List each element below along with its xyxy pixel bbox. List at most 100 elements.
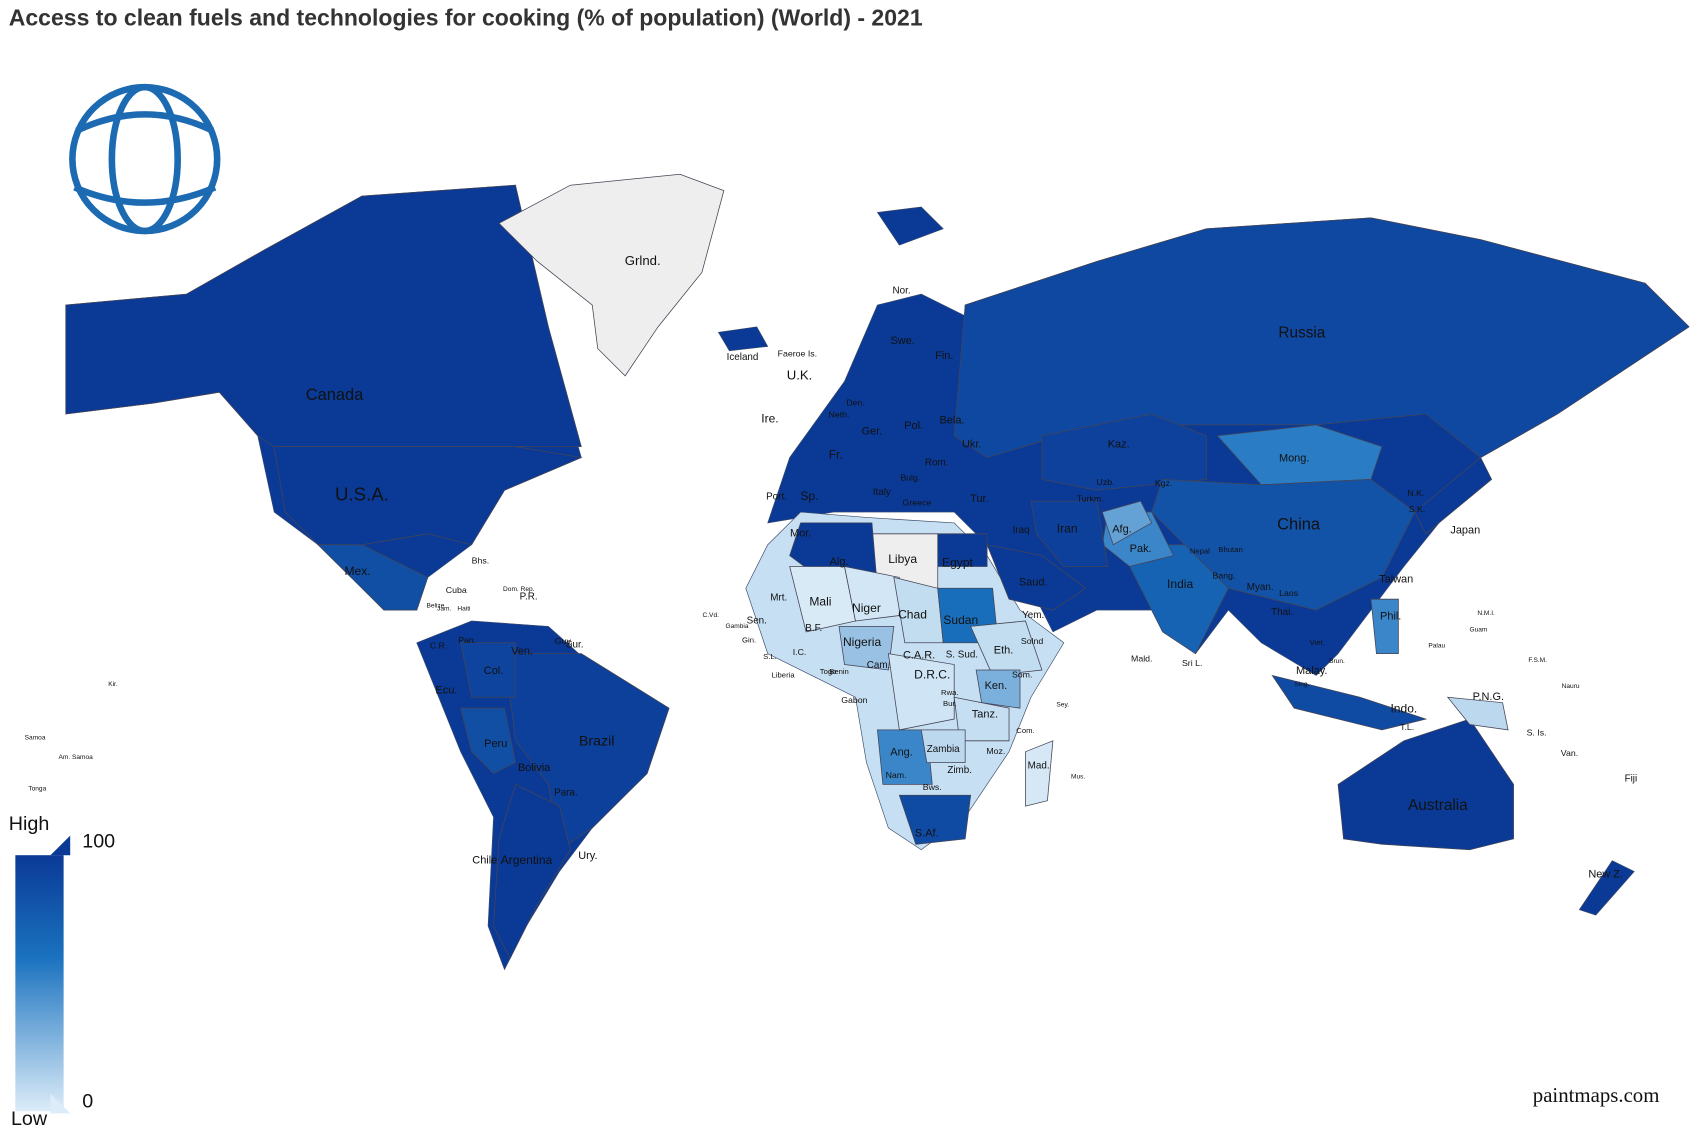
country-label: Alg. xyxy=(830,556,849,568)
country xyxy=(1414,456,1493,535)
country xyxy=(1370,598,1399,655)
country-label: Russia xyxy=(1278,324,1325,341)
country-label: Tanz. xyxy=(972,709,998,721)
place-label: Mus. xyxy=(1071,774,1085,781)
place-label: Ger. xyxy=(862,425,883,437)
place-label: S. Sud. xyxy=(946,649,978,660)
place-label: Gin. xyxy=(742,636,756,645)
place-label: Nepal xyxy=(1190,546,1210,555)
country-label: Saud. xyxy=(1019,577,1048,589)
place-label: Com. xyxy=(1016,726,1034,735)
country-label: Brazil xyxy=(579,734,615,750)
country-label: S.Af. xyxy=(915,827,939,839)
place-label: Ukr. xyxy=(962,438,981,450)
place-label: Am. Samoa xyxy=(59,754,94,761)
country-label: Indo. xyxy=(1390,701,1417,715)
place-label: Myan. xyxy=(1247,582,1274,593)
country-label: Argentina xyxy=(501,853,553,867)
place-label: Ven. xyxy=(511,645,533,657)
place-label: N.M.I. xyxy=(1477,610,1495,617)
country xyxy=(898,794,972,845)
country xyxy=(317,544,429,611)
country-label: India xyxy=(1167,577,1193,591)
place-label: Faeroe Is. xyxy=(778,348,817,358)
place-label: Tonga xyxy=(28,785,46,792)
new-zealand xyxy=(1578,860,1635,916)
place-label: Rwa. xyxy=(941,688,958,697)
place-label: Bulg. xyxy=(900,473,920,483)
country xyxy=(1271,674,1428,731)
legend-max-marker xyxy=(50,835,71,856)
country-label: Mad. xyxy=(1028,760,1050,771)
place-label: P.R. xyxy=(520,592,538,603)
place-label: Para. xyxy=(554,788,578,799)
place-label: Ire. xyxy=(761,412,778,426)
place-label: Solnd xyxy=(1021,636,1044,646)
place-label: Iraq xyxy=(1013,525,1030,536)
country xyxy=(504,653,670,851)
place-label: Swe. xyxy=(890,335,914,347)
country xyxy=(273,446,583,546)
place-label: S.L. xyxy=(763,652,777,661)
country xyxy=(986,544,1087,611)
map-title: Access to clean fuels and technologies f… xyxy=(9,5,923,31)
country xyxy=(1216,424,1383,486)
place-label: Sen. xyxy=(747,616,767,627)
place-label: Sp. xyxy=(800,489,818,503)
place-label: Turkm. xyxy=(1077,493,1104,503)
country xyxy=(920,729,966,763)
place-label: Bela. xyxy=(940,414,965,426)
place-label: F.S.M. xyxy=(1528,657,1547,664)
place-label: Sur. xyxy=(566,640,584,651)
place-label: Laos xyxy=(1279,588,1299,598)
place-label: Pan. xyxy=(458,635,476,645)
country-label: Libya xyxy=(888,552,917,566)
place-label: Taiwan xyxy=(1379,573,1413,585)
place-label: Pol. xyxy=(904,420,923,432)
place-label: Guam xyxy=(1470,626,1488,633)
country xyxy=(460,642,516,698)
legend-max: 100 xyxy=(82,830,115,852)
place-label: Guy. xyxy=(555,636,573,646)
place-label: Gambia xyxy=(726,623,749,630)
country-label: Egypt xyxy=(942,555,973,569)
country-label: D.R.C. xyxy=(914,668,950,682)
country xyxy=(1118,544,1229,655)
country-label: Zambia xyxy=(927,744,960,755)
place-label: Som. xyxy=(1012,670,1032,680)
country xyxy=(887,653,955,731)
country xyxy=(1025,740,1054,807)
place-label: Thai. xyxy=(1271,607,1293,618)
place-label: Sey. xyxy=(1056,702,1069,709)
svalbard xyxy=(876,206,944,246)
place-label: Bang. xyxy=(1213,571,1236,581)
country-label: Kaz. xyxy=(1108,438,1130,450)
place-label: S. Is. xyxy=(1527,728,1547,738)
place-label: Nam. xyxy=(886,770,907,780)
country xyxy=(1041,413,1207,491)
place-label: Yem. xyxy=(1022,610,1044,621)
country-label: Mong. xyxy=(1279,453,1309,465)
place-label: Tur. xyxy=(970,493,988,505)
country-label: Peru xyxy=(484,738,507,750)
country-label: P.N.G. xyxy=(1473,691,1504,703)
place-label: Chile xyxy=(472,855,497,867)
place-label: Ecu. xyxy=(435,685,457,697)
place-label: Den. xyxy=(846,397,865,407)
place-label: C.R. xyxy=(430,640,448,650)
place-label: Mor. xyxy=(790,528,811,540)
place-label: Sing. xyxy=(1294,681,1309,688)
legend-gradient xyxy=(15,855,64,1112)
place-label: Sri L. xyxy=(1182,658,1202,668)
country-label: Mex. xyxy=(344,564,370,578)
country xyxy=(498,173,725,377)
place-label: Bur. xyxy=(943,699,957,708)
place-label: Mrt. xyxy=(770,593,787,604)
place-label: Liberia xyxy=(772,670,796,679)
country xyxy=(876,729,933,785)
place-label: Neth. xyxy=(829,409,850,419)
countries xyxy=(65,173,1690,960)
place-label: C.A.R. xyxy=(903,650,935,662)
credit: paintmaps.com xyxy=(1533,1085,1660,1107)
